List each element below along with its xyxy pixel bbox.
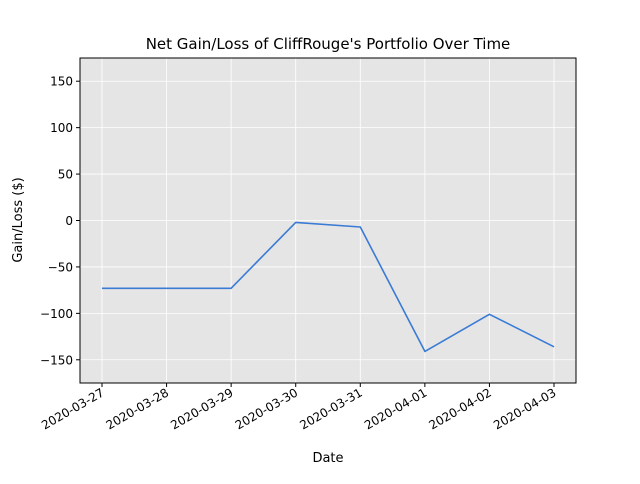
grid-lines — [80, 58, 576, 383]
x-tick-label: 2020-04-01 — [362, 385, 429, 432]
x-tick-label: 2020-03-29 — [168, 385, 235, 432]
data-point — [230, 287, 233, 290]
y-tick-label: −50 — [48, 260, 73, 274]
x-tick-label: 2020-03-27 — [39, 385, 106, 432]
data-point — [423, 350, 426, 353]
y-tick-label: 50 — [58, 168, 73, 182]
x-axis-label: Date — [312, 451, 343, 466]
y-tick-label: −150 — [40, 353, 73, 367]
data-point — [488, 313, 491, 316]
data-point — [552, 345, 555, 348]
y-tick-label: 0 — [65, 214, 73, 228]
y-tick-label: −100 — [40, 307, 73, 321]
y-axis-label: Gain/Loss ($) — [11, 177, 26, 262]
x-tick-label: 2020-03-31 — [297, 385, 364, 432]
y-tick-label: 150 — [50, 75, 73, 89]
y-axis: −150 −100 −50 0 50 100 150 — [40, 75, 80, 367]
chart-title: Net Gain/Loss of CliffRouge's Portfolio … — [146, 35, 511, 53]
data-point — [359, 225, 362, 228]
data-point — [294, 221, 297, 224]
series-line — [102, 221, 555, 353]
data-point — [100, 287, 103, 290]
x-axis: 2020-03-272020-03-282020-03-292020-03-30… — [39, 383, 559, 432]
series-layer — [100, 221, 555, 353]
x-tick-label: 2020-03-30 — [233, 385, 300, 432]
x-tick-label: 2020-04-03 — [491, 385, 558, 432]
data-point — [165, 287, 168, 290]
x-tick-label: 2020-04-02 — [427, 385, 494, 432]
y-tick-label: 100 — [50, 121, 73, 135]
x-tick-label: 2020-03-28 — [104, 385, 171, 432]
